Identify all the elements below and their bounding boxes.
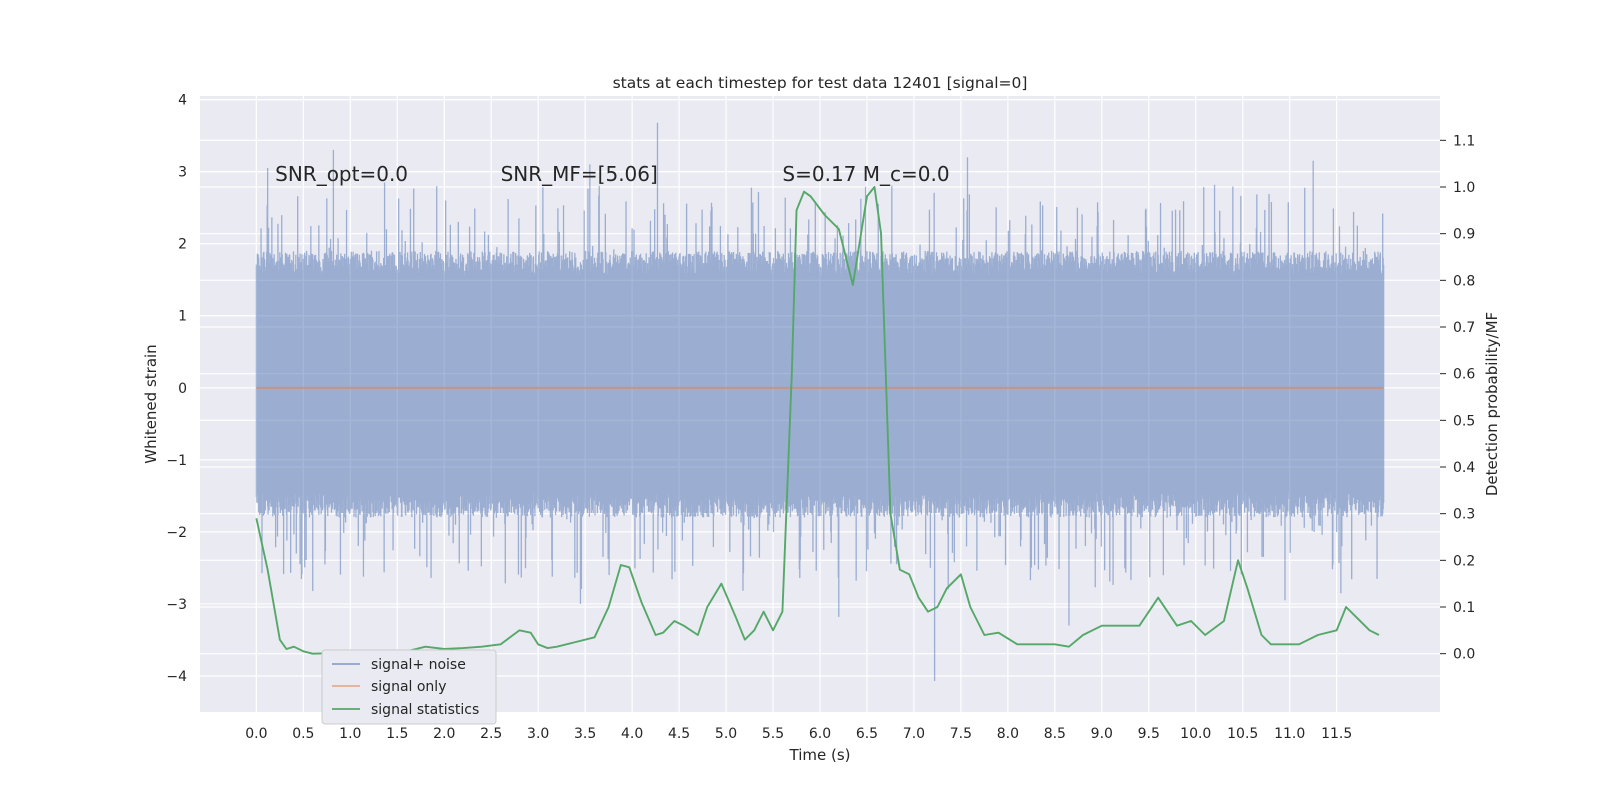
x-tick-label: 1.5 bbox=[386, 726, 408, 742]
legend-label-noise: signal+ noise bbox=[371, 657, 466, 673]
y-tick-label: −1 bbox=[166, 453, 187, 469]
series-signal-statistics bbox=[255, 186, 1380, 655]
x-tick-label: 5.5 bbox=[762, 726, 784, 742]
x-tick-label: 7.0 bbox=[903, 726, 925, 742]
x-tick-label: 5.0 bbox=[715, 726, 737, 742]
x-tick-label: 9.5 bbox=[1138, 726, 1160, 742]
x-tick-label: 0.0 bbox=[245, 726, 267, 742]
x-tick-label: 6.0 bbox=[809, 726, 831, 742]
x-tick-label: 8.5 bbox=[1044, 726, 1066, 742]
y2-tick-label: 0.3 bbox=[1453, 507, 1475, 523]
x-tick-label: 2.0 bbox=[433, 726, 455, 742]
y2-axis-label: Detection probability/MF bbox=[1483, 312, 1501, 496]
y2-tick-label: 0.5 bbox=[1453, 413, 1475, 429]
y-tick-label: −3 bbox=[166, 597, 187, 613]
annotations: SNR_opt=0.0 SNR_MF=[5.06] S=0.17 M_c=0.0 bbox=[275, 162, 949, 186]
x-tick-label: 6.5 bbox=[856, 726, 878, 742]
y-axis-label: Whitened strain bbox=[142, 344, 160, 463]
y2-tick-label: 0.7 bbox=[1453, 320, 1475, 336]
x-tick-label: 11.5 bbox=[1321, 726, 1352, 742]
y2-tick-label: 0.0 bbox=[1453, 647, 1475, 663]
y2-tick-label: 0.8 bbox=[1453, 273, 1475, 289]
x-tick-label: 1.0 bbox=[339, 726, 361, 742]
legend: signal+ noise signal only signal statist… bbox=[321, 649, 497, 725]
x-tick-label: 3.0 bbox=[527, 726, 549, 742]
y2-tick-label: 0.1 bbox=[1453, 600, 1475, 616]
y-tick-label: −4 bbox=[166, 669, 187, 685]
annotation-snr-mf: SNR_MF=[5.06] bbox=[501, 162, 658, 186]
y2-tick-label: 0.2 bbox=[1453, 553, 1475, 569]
x-tick-label: 10.0 bbox=[1180, 726, 1211, 742]
line-series bbox=[255, 186, 1384, 655]
x-tick-label: 8.0 bbox=[997, 726, 1019, 742]
x-axis-label: Time (s) bbox=[789, 746, 851, 764]
y2-tick-label: 0.6 bbox=[1453, 367, 1475, 383]
x-tick-label: 4.5 bbox=[668, 726, 690, 742]
y2-tick-label: 1.1 bbox=[1453, 133, 1475, 149]
y2-tick-label: 0.9 bbox=[1453, 227, 1475, 243]
y-tick-label: −2 bbox=[166, 525, 187, 541]
legend-box bbox=[321, 649, 497, 725]
tick-labels: 0.0 0.5 1.0 1.5 2.0 2.5 3.0 3.5 4.0 4.5 5.0 5.5 6.0 6… bbox=[166, 93, 1475, 742]
annotation-s-mc: S=0.17 M_c=0.0 bbox=[782, 162, 949, 186]
x-tick-label: 4.0 bbox=[621, 726, 643, 742]
y-tick-label: 2 bbox=[178, 237, 187, 253]
y2-tick-label: 1.0 bbox=[1453, 180, 1475, 196]
chart-title: stats at each timestep for test data 124… bbox=[613, 74, 1028, 92]
x-tick-label: 7.5 bbox=[950, 726, 972, 742]
y-tick-label: 0 bbox=[178, 381, 187, 397]
x-tick-label: 9.0 bbox=[1091, 726, 1113, 742]
legend-label-signal: signal only bbox=[371, 679, 446, 695]
annotation-snr-opt: SNR_opt=0.0 bbox=[275, 162, 408, 186]
x-tick-label: 2.5 bbox=[480, 726, 502, 742]
y2-tick-label: 0.4 bbox=[1453, 460, 1475, 476]
x-tick-label: 10.5 bbox=[1227, 726, 1258, 742]
y-tick-label: 4 bbox=[178, 93, 187, 109]
x-tick-label: 0.5 bbox=[292, 726, 314, 742]
y-tick-label: 3 bbox=[178, 165, 187, 181]
x-tick-label: 11.0 bbox=[1274, 726, 1305, 742]
x-tick-label: 3.5 bbox=[574, 726, 596, 742]
y-tick-label: 1 bbox=[178, 309, 187, 325]
legend-label-statistics: signal statistics bbox=[371, 702, 479, 718]
